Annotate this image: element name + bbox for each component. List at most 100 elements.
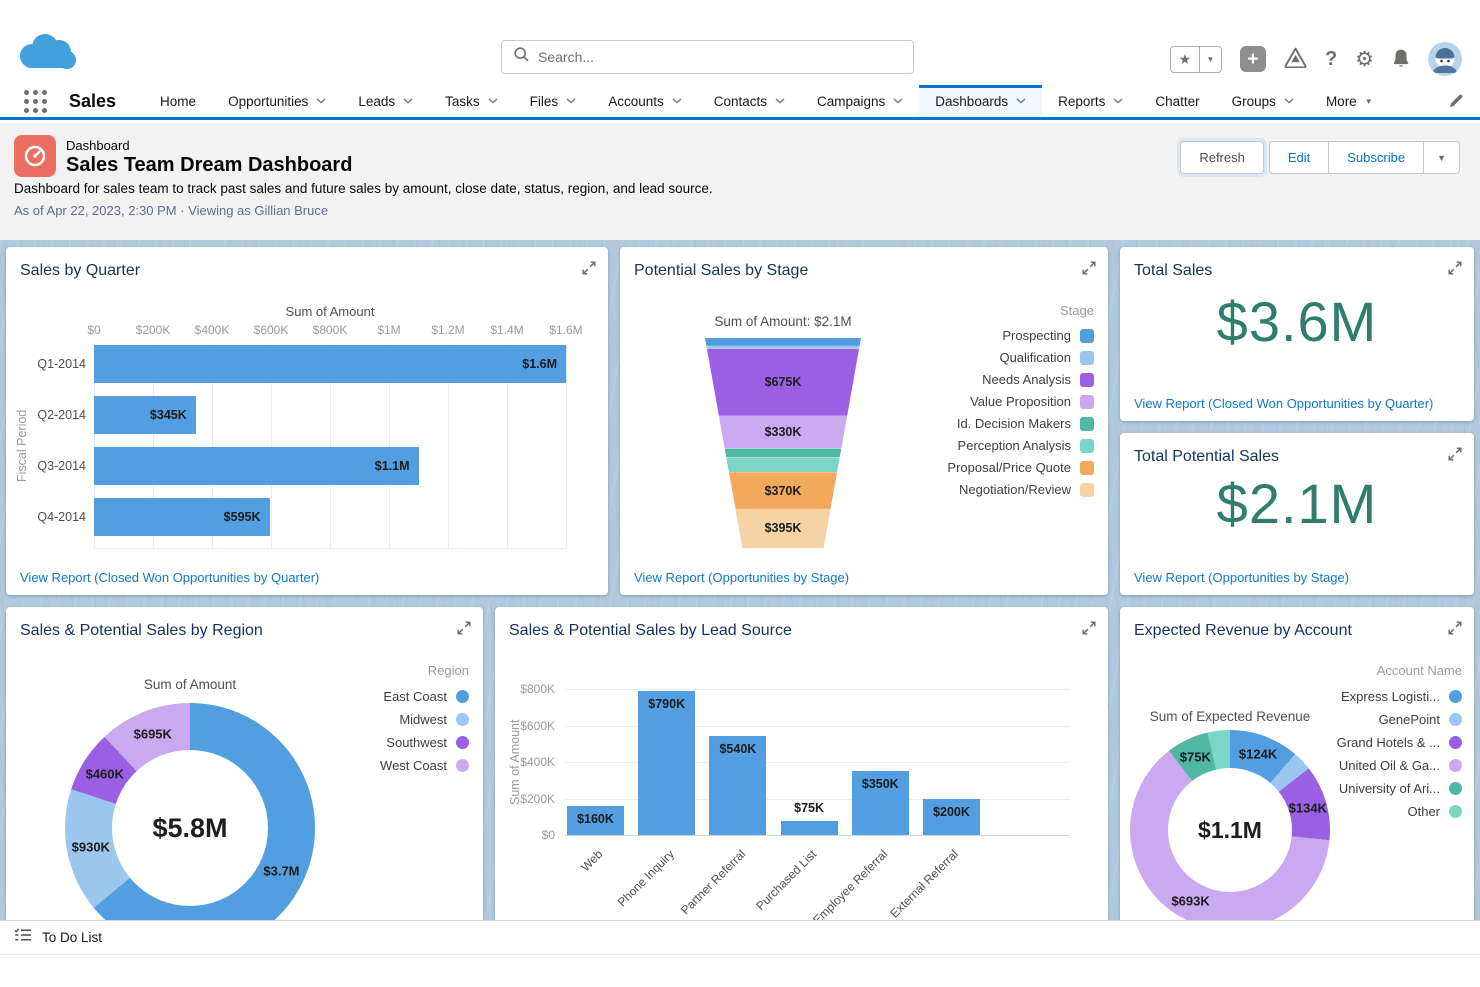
category-label: Employee Referral <box>810 847 891 920</box>
funnel-stage-needs-analysis[interactable]: $675K <box>706 348 860 416</box>
favorites-dropdown-button[interactable]: ▼ <box>1198 46 1221 72</box>
funnel-chart: $675K $330K $370K $395K <box>705 338 861 548</box>
bar-purchased-list[interactable] <box>780 821 838 835</box>
expand-icon[interactable] <box>1082 621 1096 638</box>
legend-swatch <box>1080 438 1094 453</box>
legend-label: Needs Analysis <box>982 372 1071 387</box>
category-label: Q1-2014 <box>37 357 86 371</box>
view-report-link[interactable]: View Report (Closed Won Opportunities by… <box>20 570 320 585</box>
gridline <box>566 343 567 548</box>
edit-navigation-button[interactable] <box>1448 93 1464 112</box>
stage-legend: Stage Prospecting Qualification Needs Analy… <box>947 303 1094 497</box>
guidance-center-icon <box>1284 47 1307 71</box>
legend-swatch <box>1080 372 1094 387</box>
chevron-down-icon <box>403 98 413 104</box>
bar-web[interactable] <box>567 805 624 835</box>
guidance-center-button[interactable] <box>1284 47 1307 71</box>
global-search <box>501 40 914 74</box>
expand-icon[interactable] <box>1448 447 1462 464</box>
star-icon: ★ <box>1178 50 1192 67</box>
expand-icon[interactable] <box>582 261 596 278</box>
expand-icon[interactable] <box>1448 261 1462 278</box>
app-launcher-icon[interactable] <box>24 89 47 113</box>
expand-icon[interactable] <box>1082 261 1096 278</box>
subscribe-button[interactable]: Subscribe <box>1328 141 1425 174</box>
top-utility-bar: ★ ▼ + ? ⚙ <box>0 0 1480 85</box>
donut-chart[interactable]: $124K $134K $693K $75K $1.1M <box>1130 730 1330 920</box>
legend-swatch <box>1080 416 1094 431</box>
bar-value-label: $160K <box>577 811 614 826</box>
bar-partner-referral[interactable] <box>709 736 767 835</box>
horizontal-bar-chart: $0 $200K $400K $600K $800K $1M $1.2M $1.4M $1.6M… <box>37 323 583 549</box>
bar-value-label: $75K <box>794 801 825 816</box>
funnel-stage-id-decision-makers[interactable] <box>724 448 842 458</box>
tab-more[interactable]: More ▼ <box>1310 85 1389 117</box>
bar-phone-inquiry[interactable] <box>638 690 696 835</box>
dashboard-meta: As of Apr 22, 2023, 2:30 PM · Viewing as… <box>14 203 329 218</box>
bar-q4-2014[interactable]: $595K <box>94 498 270 536</box>
bar-q2-2014[interactable]: $345K <box>94 396 196 434</box>
caret-down-icon: ▼ <box>1364 96 1373 106</box>
bar-q1-2014[interactable]: $1.6M <box>94 345 566 383</box>
tab-chatter[interactable]: Chatter <box>1139 85 1215 117</box>
legend-label: Perception Analysis <box>957 438 1071 453</box>
tab-tasks[interactable]: Tasks <box>429 85 514 117</box>
widget-potential-sales-by-stage: Potential Sales by Stage Sum of Amount: … <box>620 247 1108 595</box>
global-actions-button[interactable]: + <box>1239 46 1266 72</box>
legend-label: West Coast <box>380 758 447 773</box>
tab-campaigns[interactable]: Campaigns <box>801 85 919 117</box>
tab-dashboards[interactable]: Dashboards <box>919 85 1043 117</box>
funnel-stage-perception-analysis[interactable] <box>726 457 840 473</box>
setup-button[interactable]: ⚙ <box>1355 47 1374 72</box>
question-mark-icon: ? <box>1324 47 1338 70</box>
legend-item-east-coast: East Coast <box>383 689 469 704</box>
tab-opportunities[interactable]: Opportunities <box>212 85 342 117</box>
favorites-star-button[interactable]: ★ <box>1170 46 1199 72</box>
legend-label: Negotiation/Review <box>958 482 1071 497</box>
tab-contacts[interactable]: Contacts <box>698 85 801 117</box>
tab-groups[interactable]: Groups <box>1216 85 1310 117</box>
bar-q3-2014[interactable]: $1.1M <box>94 447 419 485</box>
utility-icons: ★ ▼ + ? ⚙ <box>1169 42 1462 76</box>
funnel-stage-qualification[interactable] <box>706 345 860 349</box>
widget-title: Potential Sales by Stage <box>634 262 809 279</box>
funnel-stage-negotiation-review[interactable]: $395K <box>735 508 831 548</box>
tab-accounts[interactable]: Accounts <box>592 85 698 117</box>
tab-home[interactable]: Home <box>144 85 212 117</box>
chevron-down-icon <box>893 98 903 104</box>
gridline <box>565 798 1070 800</box>
view-report-link[interactable]: View Report (Opportunities by Stage) <box>1134 570 1350 585</box>
gridline <box>153 343 154 548</box>
view-report-link[interactable]: View Report (Closed Won Opportunities by… <box>1134 396 1434 411</box>
funnel-stage-value-proposition[interactable]: $330K <box>718 415 848 449</box>
todo-list-button[interactable]: To Do List <box>0 921 1480 955</box>
tab-files[interactable]: Files <box>514 85 593 117</box>
more-actions-button[interactable]: ▼ <box>1423 141 1460 174</box>
category-label: Q4-2014 <box>37 510 86 524</box>
edit-button[interactable]: Edit <box>1268 141 1330 174</box>
chevron-down-icon <box>1016 98 1026 104</box>
donut-total-label: $1.1M <box>1198 816 1262 843</box>
notifications-button[interactable] <box>1392 48 1410 71</box>
funnel-stage-prospecting[interactable] <box>705 338 861 346</box>
user-avatar[interactable] <box>1428 42 1462 76</box>
metric-value: $2.1M <box>1216 472 1378 535</box>
donut-chart[interactable]: $3.7M $930K $460K $695K $5.8M <box>65 703 315 920</box>
expand-icon[interactable] <box>457 621 471 638</box>
expand-icon[interactable] <box>1448 621 1462 638</box>
help-button[interactable]: ? <box>1325 48 1337 71</box>
tab-label: Tasks <box>445 93 480 109</box>
bar-external-referral[interactable] <box>923 798 980 835</box>
search-input[interactable] <box>538 49 901 65</box>
tab-reports[interactable]: Reports <box>1042 85 1139 117</box>
refresh-button[interactable]: Refresh <box>1180 141 1264 174</box>
legend-label: East Coast <box>383 689 447 704</box>
dashboard-actions: Refresh Edit Subscribe ▼ <box>1180 141 1460 174</box>
tab-leads[interactable]: Leads <box>342 85 429 117</box>
view-report-link[interactable]: View Report (Opportunities by Stage) <box>634 570 850 585</box>
legend-item-perception-analysis: Perception Analysis <box>958 438 1094 453</box>
funnel-stage-proposal-price-quote[interactable]: $370K <box>728 472 838 509</box>
legend-label: GenePoint <box>1378 712 1440 727</box>
legend-title: Stage <box>1060 303 1094 318</box>
bar-employee-referral[interactable] <box>851 771 909 835</box>
